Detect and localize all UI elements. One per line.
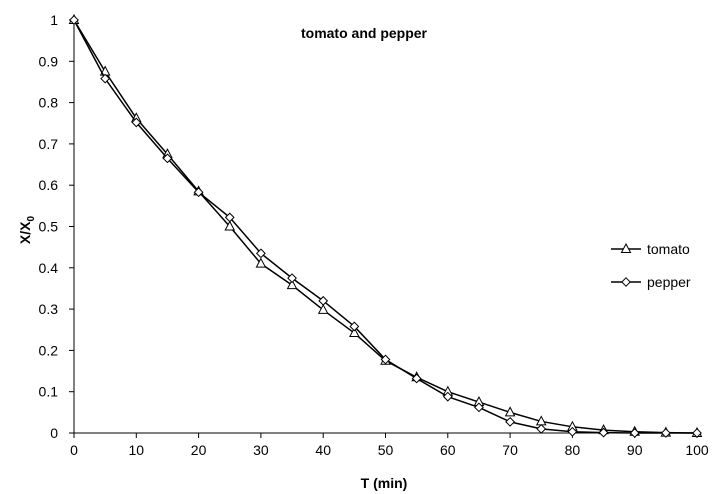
series-pepper: [69, 15, 702, 438]
x-tick-label: 30: [253, 442, 269, 458]
series-line-pepper: [73, 19, 697, 434]
data-point-pepper: [318, 295, 329, 306]
x-axis-title: T (min): [361, 475, 408, 491]
y-axis-title-subscript: 0: [26, 215, 37, 221]
y-axis-title: X/X0: [17, 215, 37, 244]
data-point-pepper: [349, 321, 360, 332]
data-point-tomato: [255, 257, 267, 268]
data-point-pepper: [692, 428, 702, 438]
data-point-pepper: [224, 212, 235, 223]
data-point-tomato: [286, 279, 298, 290]
data-point-pepper: [442, 391, 453, 402]
y-tick-label: 1: [50, 12, 58, 28]
data-point-pepper: [411, 373, 422, 384]
data-point-pepper: [474, 402, 484, 413]
series-layer: [68, 13, 703, 438]
y-tick-label: 0.5: [39, 219, 59, 235]
data-point-pepper: [380, 354, 391, 365]
y-tick-label: 0.7: [39, 136, 59, 152]
y-tick-label: 0.8: [39, 95, 59, 111]
x-tick-label: 20: [191, 442, 207, 458]
x-tick-label: 50: [378, 442, 394, 458]
data-point-pepper: [536, 423, 547, 434]
svg-text:X/X0: X/X0: [17, 215, 37, 244]
y-tick-label: 0.3: [39, 301, 59, 317]
data-point-pepper: [193, 187, 204, 198]
x-tick-label: 40: [315, 442, 331, 458]
data-point-pepper: [660, 428, 671, 438]
data-point-tomato: [349, 326, 360, 338]
data-point-pepper: [567, 426, 578, 437]
legend-label-pepper: pepper: [647, 274, 691, 290]
series-tomato: [68, 13, 703, 437]
x-tick-label: 0: [70, 442, 78, 458]
data-point-tomato: [224, 220, 236, 231]
legend-label-tomato: tomato: [647, 241, 690, 257]
data-point-pepper: [505, 416, 516, 427]
data-point-pepper: [131, 117, 142, 128]
x-tick-label: 60: [440, 442, 456, 458]
data-point-tomato: [317, 303, 329, 314]
x-tick-label: 90: [627, 442, 643, 458]
data-point-pepper: [287, 273, 297, 284]
data-point-pepper: [100, 73, 111, 84]
axes: 00.10.20.30.40.50.60.70.80.910 10 20 30 40 50…: [39, 12, 709, 458]
x-tick-label: 100: [685, 442, 709, 458]
y-tick-label: 0.2: [39, 342, 59, 358]
legend: tomato pepper: [611, 241, 691, 290]
legend-marker-tomato: [620, 242, 632, 253]
y-tick-label: 0.4: [39, 260, 59, 276]
data-point-pepper: [69, 15, 79, 25]
x-tick-label: 10: [129, 442, 145, 458]
legend-item-tomato: tomato: [611, 241, 690, 257]
y-axis-title-main: X/X: [17, 221, 33, 244]
x-tick-label: 70: [502, 442, 518, 458]
y-tick-label: 0: [50, 425, 58, 441]
y-tick-label: 0.1: [39, 384, 59, 400]
y-tick-label: 0.6: [39, 177, 59, 193]
data-point-pepper: [629, 428, 640, 438]
series-line-tomato: [73, 19, 698, 434]
chart-title: tomato and pepper: [301, 25, 428, 41]
legend-marker-pepper: [621, 277, 631, 287]
legend-item-pepper: pepper: [611, 274, 691, 290]
data-point-pepper: [162, 153, 173, 164]
data-point-pepper: [598, 427, 609, 438]
data-point-pepper: [255, 248, 266, 259]
y-tick-label: 0.9: [39, 53, 59, 69]
data-point-tomato: [504, 406, 516, 417]
x-tick-label: 80: [565, 442, 581, 458]
